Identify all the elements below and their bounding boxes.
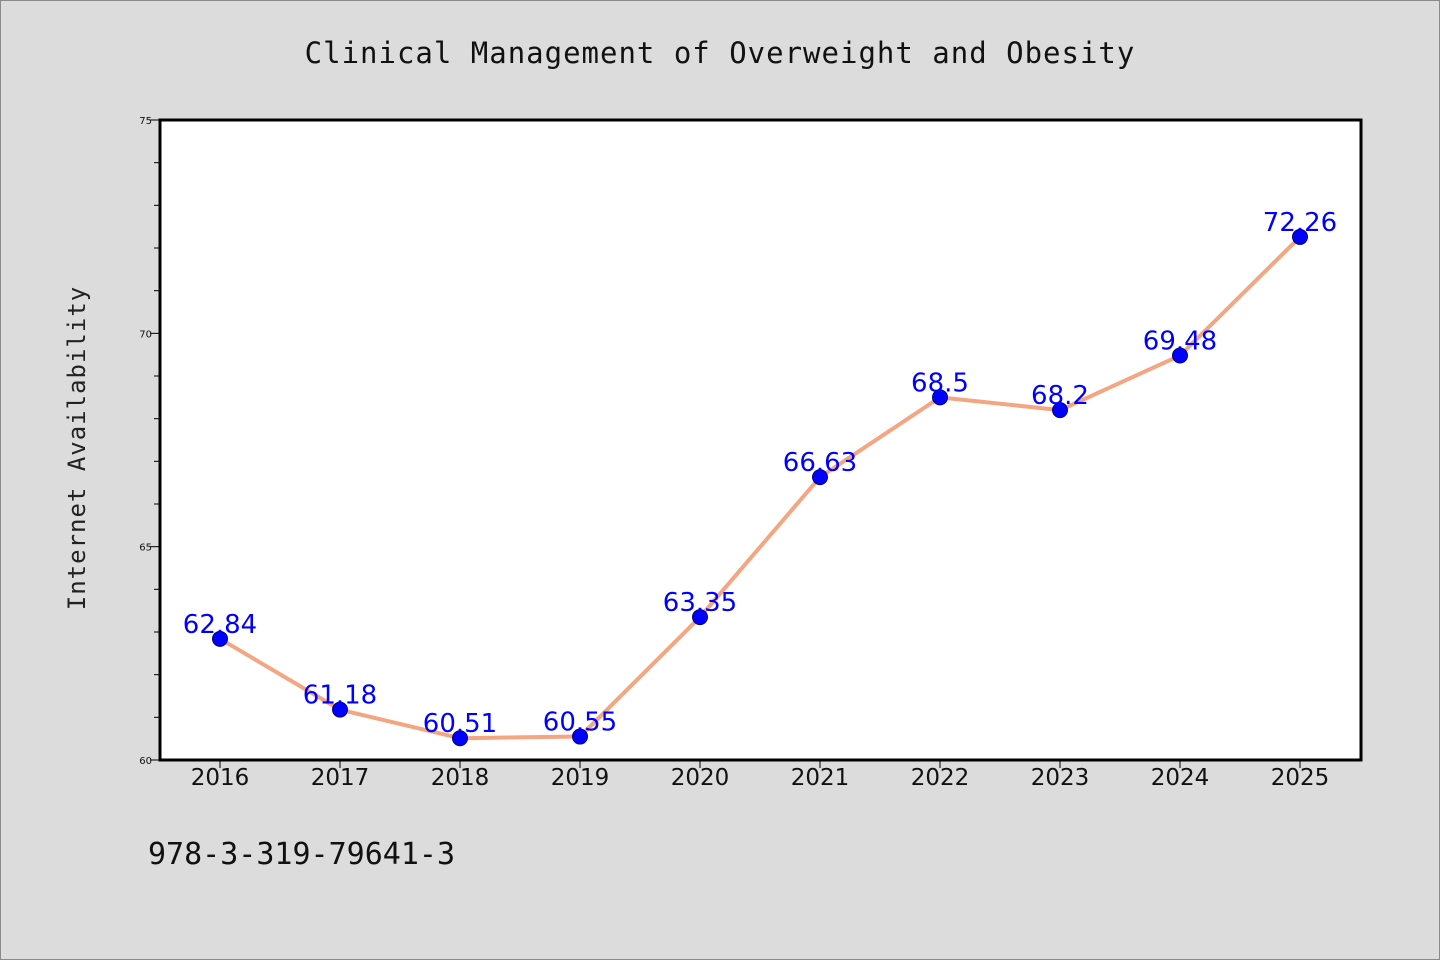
x-axis: 2016 2017 2018 2019 2020 2021 2022 2023 2024 2025 bbox=[191, 760, 1330, 791]
series-layer bbox=[212, 228, 1308, 747]
data-label: 63.35 bbox=[663, 588, 737, 618]
data-label: 60.51 bbox=[423, 709, 497, 739]
data-label: 72.26 bbox=[1263, 208, 1337, 238]
data-point bbox=[212, 630, 228, 647]
y-tick-label: 60 bbox=[139, 756, 152, 767]
data-point bbox=[572, 728, 588, 745]
x-tick-label: 2017 bbox=[311, 765, 370, 791]
data-label: 68.5 bbox=[911, 368, 969, 398]
x-tick-label: 2023 bbox=[1031, 765, 1090, 791]
y-tick-label: 75 bbox=[139, 116, 152, 127]
data-point bbox=[812, 469, 828, 486]
data-labels: 62.84 61.18 60.51 60.55 63.35 66.63 68.5 68.2 69… bbox=[183, 208, 1337, 739]
x-tick-label: 2021 bbox=[791, 765, 850, 791]
data-point bbox=[932, 389, 948, 406]
data-point bbox=[452, 730, 468, 747]
y-tick-label: 65 bbox=[139, 543, 152, 554]
data-label: 60.55 bbox=[543, 708, 617, 738]
data-point bbox=[1292, 228, 1308, 245]
data-point bbox=[1172, 347, 1188, 364]
x-tick-label: 2018 bbox=[431, 765, 490, 791]
y-axis-label: Internet Availability bbox=[63, 286, 91, 610]
x-tick-label: 2022 bbox=[911, 765, 970, 791]
chart-title: Clinical Management of Overweight and Ob… bbox=[305, 36, 1136, 70]
x-tick-label: 2024 bbox=[1151, 765, 1210, 791]
footer-isbn: 978-3-319-79641-3 bbox=[148, 837, 455, 872]
plot-area bbox=[158, 118, 1363, 762]
y-tick-label: 70 bbox=[139, 329, 152, 340]
data-label: 68.2 bbox=[1031, 381, 1089, 411]
series-line bbox=[218, 235, 1302, 741]
data-label: 62.84 bbox=[183, 610, 257, 640]
x-tick-label: 2020 bbox=[671, 765, 730, 791]
x-tick-label: 2016 bbox=[191, 765, 250, 791]
y-axis: 60 65 70 75 bbox=[139, 116, 160, 767]
data-point bbox=[332, 701, 348, 718]
data-point bbox=[1052, 402, 1068, 419]
data-label: 66.63 bbox=[783, 448, 857, 478]
x-tick-label: 2025 bbox=[1271, 765, 1330, 791]
data-label: 61.18 bbox=[303, 681, 377, 711]
data-point bbox=[692, 609, 708, 626]
data-label: 69.48 bbox=[1143, 327, 1217, 357]
x-tick-label: 2019 bbox=[551, 765, 610, 791]
